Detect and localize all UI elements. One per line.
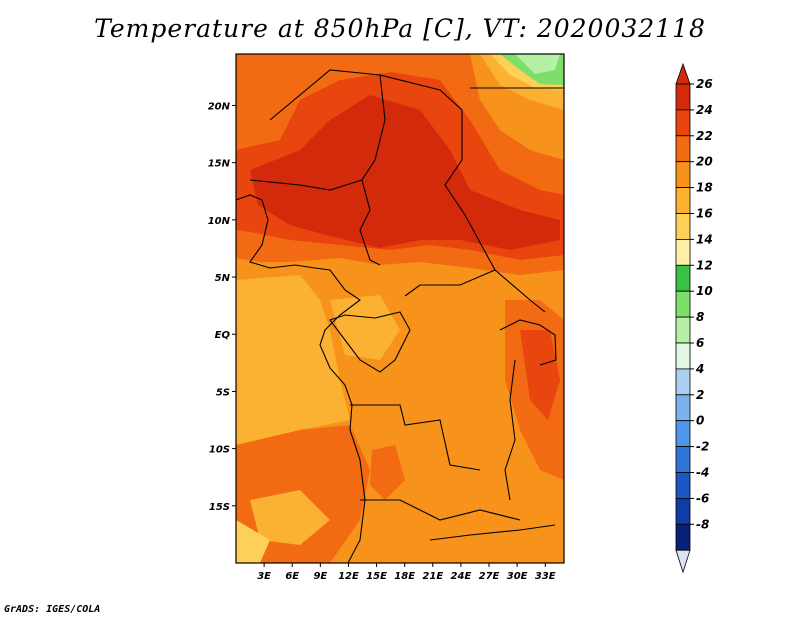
colorbar-segment — [675, 109, 691, 137]
colorbar-segment — [675, 446, 691, 473]
colorbar-segment — [675, 342, 691, 370]
colorbar-top-triangle — [675, 62, 691, 85]
colorbar-tick-label: 16 — [696, 207, 713, 221]
colorbar-segment — [675, 290, 691, 318]
lon-tick-label: 12E — [338, 571, 359, 582]
colorbar-tick-label: 10 — [696, 284, 713, 298]
colorbar-segment — [675, 497, 691, 525]
colorbar-tick-label: 0 — [696, 414, 704, 428]
colorbar-tick-label: 4 — [695, 362, 704, 376]
lon-tick-label: 21E — [422, 571, 443, 582]
colorbar-tick-label: -2 — [696, 440, 709, 454]
map-title: Temperature at 850hPa [C], VT: 202003211… — [94, 14, 706, 43]
colorbar-segment — [675, 161, 691, 188]
lon-tick-label: 18E — [394, 571, 415, 582]
lat-tick-label: 5S — [216, 387, 230, 398]
lon-tick-label: 27E — [479, 571, 500, 582]
lat-tick-label: 15N — [208, 159, 231, 170]
colorbar-tick-label: -4 — [696, 466, 709, 480]
colorbar-bottom-triangle — [675, 549, 691, 574]
colorbar-segment — [675, 472, 691, 499]
colorbar-tick-label: 20 — [696, 155, 713, 169]
lon-tick-label: 33E — [535, 571, 556, 582]
colorbar-segment — [675, 135, 691, 163]
colorbar-segment — [675, 264, 691, 292]
colorbar-tick-label: 24 — [696, 103, 713, 117]
lon-tick-label: 15E — [366, 571, 387, 582]
lat-tick-label: 10S — [209, 445, 230, 456]
colorbar-tick-label: -6 — [696, 491, 709, 505]
country-borders — [236, 69, 564, 563]
colorbar-segment — [675, 394, 691, 422]
lat-tick-label: 20N — [208, 101, 231, 112]
lat-tick-label: 5N — [215, 273, 231, 284]
colorbar-tick-label: 18 — [696, 181, 713, 195]
lon-tick-label: 24E — [451, 571, 472, 582]
lon-tick-label: 6E — [285, 571, 299, 582]
colorbar-tick-label: 2 — [696, 388, 704, 402]
lon-tick-label: 30E — [507, 571, 528, 582]
grads-credit: GrADS: IGES/COLA — [4, 604, 101, 615]
colorbar-segment — [675, 83, 691, 111]
colorbar-segment — [675, 316, 691, 344]
colorbar-segment — [675, 213, 691, 240]
map-frame — [235, 53, 565, 564]
lat-tick-label: 15S — [209, 502, 230, 513]
colorbar-tick-label: 22 — [696, 129, 713, 143]
colorbar-tick-label: 26 — [696, 77, 713, 91]
colorbar-segment — [675, 420, 691, 448]
longitude-axis: 3E 6E 9E 12E 15E 18E 21E 24E 27E 30E 33E — [257, 563, 556, 582]
latitude-axis: 20N 15N 10N 5N EQ 5S 10S 15S — [208, 101, 236, 513]
colorbar-segment — [675, 238, 691, 266]
colorbar-tick-label: 12 — [696, 258, 713, 272]
colorbar-tick-label: 8 — [696, 310, 704, 324]
lat-tick-label: 10N — [208, 216, 231, 227]
lat-tick-label: EQ — [215, 330, 231, 341]
lon-tick-label: 3E — [257, 571, 271, 582]
lon-tick-label: 9E — [313, 571, 327, 582]
colorbar-segment — [675, 368, 691, 396]
colorbar-tick-label: 6 — [696, 336, 704, 350]
colorbar-tick-label: 14 — [696, 232, 713, 246]
colorbar-tick-label: -8 — [696, 517, 709, 531]
colorbar-segment — [675, 523, 691, 551]
temperature-field — [236, 54, 564, 563]
colorbar-segment — [675, 187, 691, 214]
